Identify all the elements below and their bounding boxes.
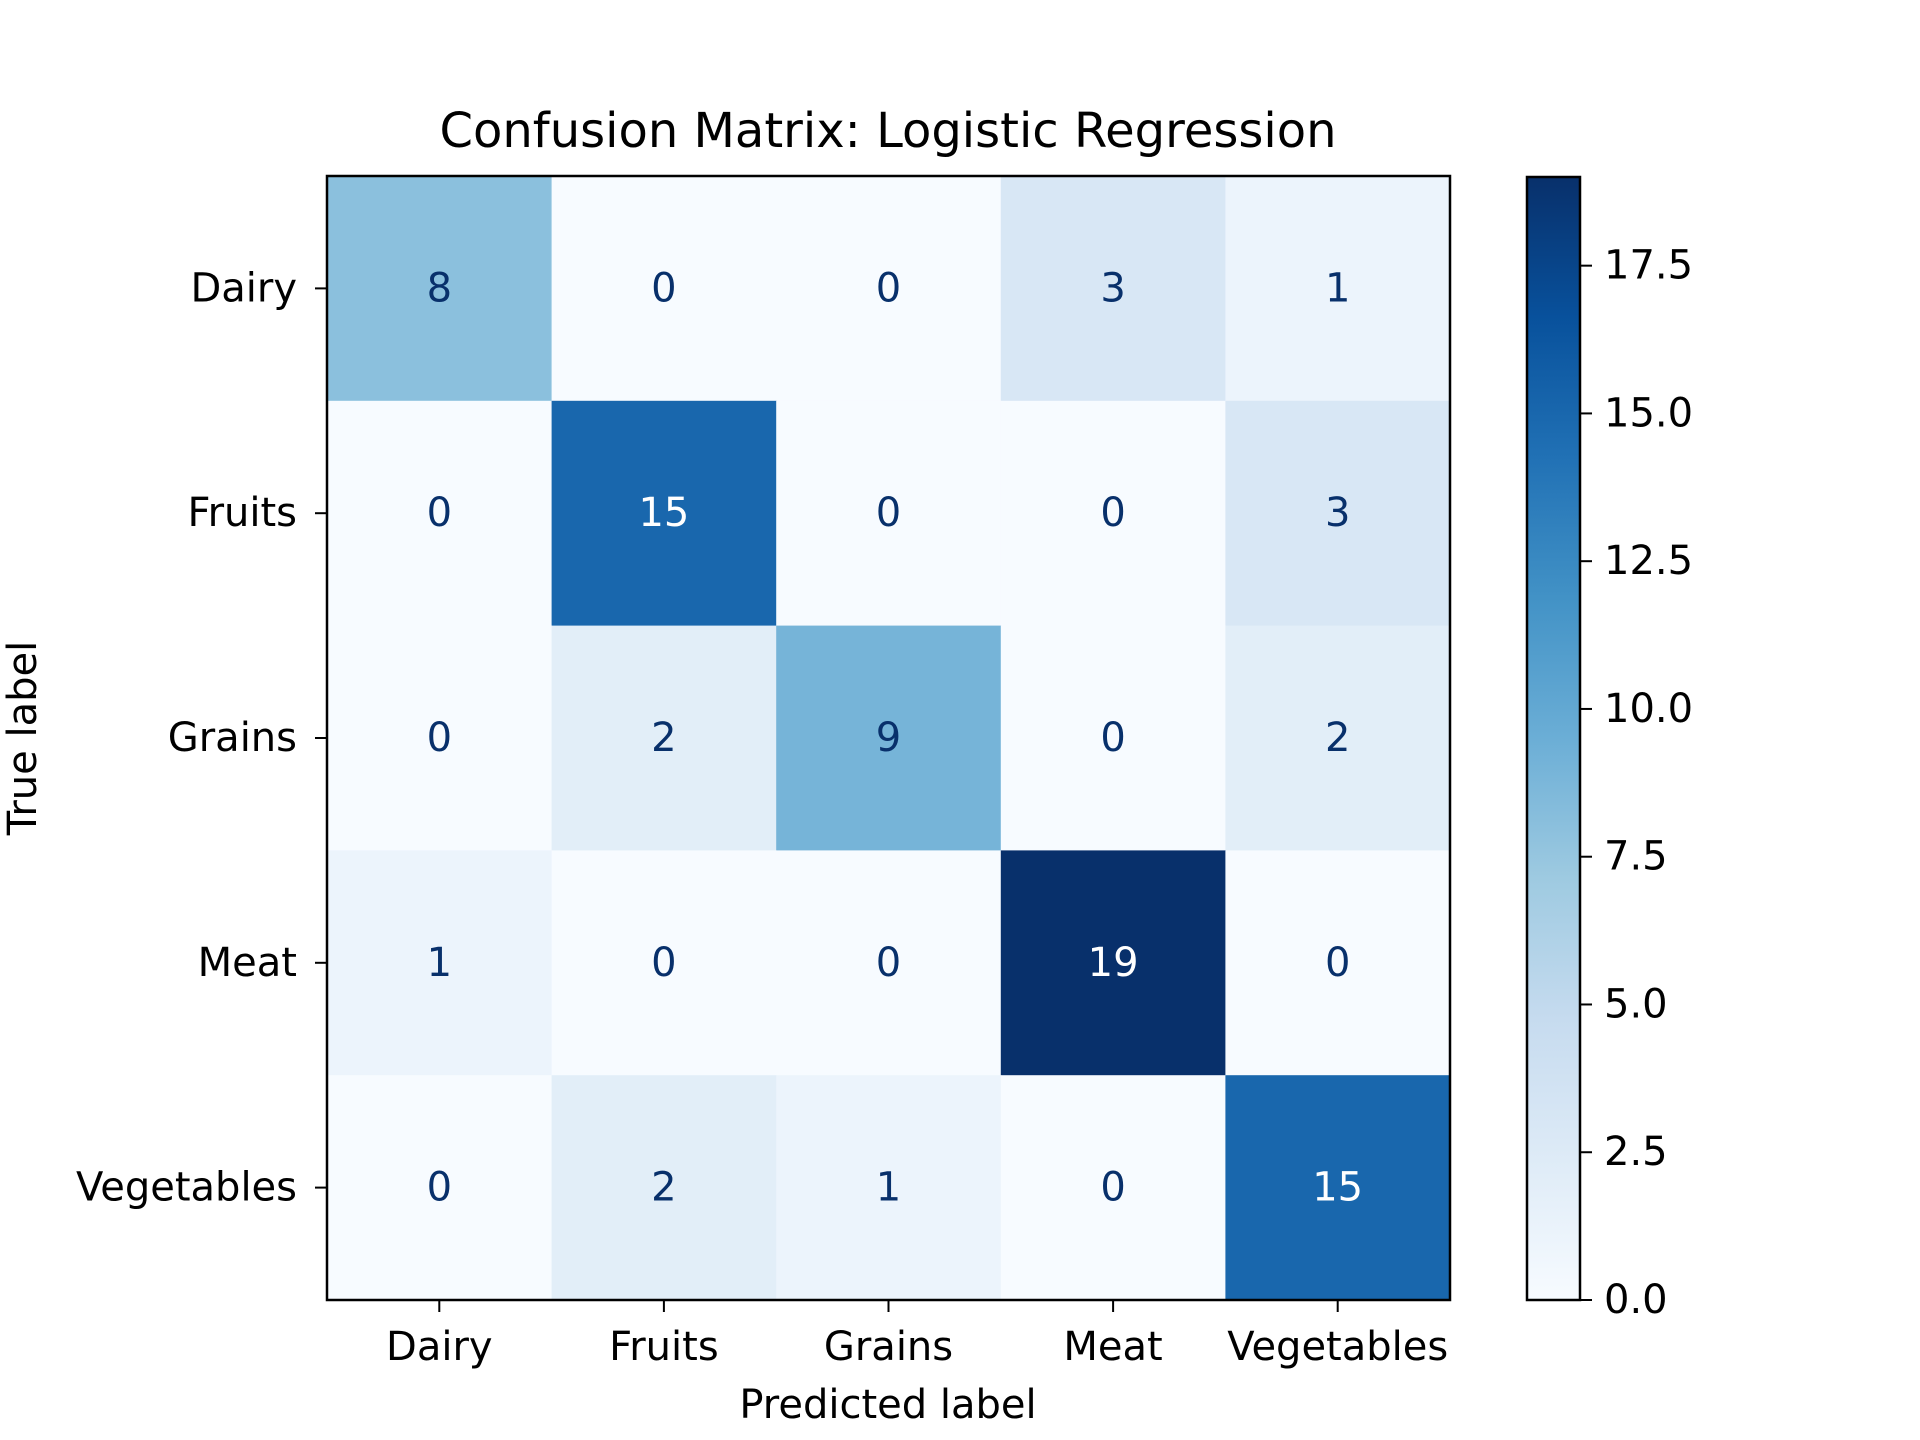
matrix-cell [776, 400, 1002, 627]
matrix-cell [1225, 625, 1451, 851]
matrix-cell [551, 625, 777, 851]
cell-value-label: 2 [651, 1165, 676, 1211]
y-tick-label: Meat [198, 940, 297, 986]
colorbar-gradient [1527, 177, 1580, 1300]
cell-value-label: 19 [1088, 940, 1139, 986]
matrix-cell [327, 176, 553, 402]
cell-value-label: 3 [1100, 265, 1125, 311]
x-axis-label: Predicted label [739, 1382, 1036, 1428]
y-axis-ticks: Dairy Fruits Grains Meat Vegetables [76, 265, 327, 1211]
cell-value-label: 0 [651, 940, 676, 986]
matrix-cell [776, 176, 1002, 402]
colorbar-tick-label: 15.0 [1604, 390, 1693, 436]
cell-value-label: 0 [427, 1165, 452, 1211]
cell-value-label: 15 [1312, 1165, 1363, 1211]
cell-value-label: 8 [427, 265, 452, 311]
matrix-cell [551, 400, 777, 627]
colorbar-tick-label: 7.5 [1604, 834, 1668, 880]
cell-value-label: 0 [427, 715, 452, 761]
matrix-cell [551, 176, 777, 402]
matrix-cell [551, 850, 777, 1076]
y-tick-label: Fruits [187, 490, 297, 536]
matrix-cell [1000, 176, 1226, 402]
cell-value-label: 1 [876, 1165, 901, 1211]
chart-title: Confusion Matrix: Logistic Regression [440, 103, 1337, 159]
matrix-cell [1225, 400, 1451, 627]
matrix-cell [1225, 176, 1451, 402]
cell-value-label: 0 [1325, 940, 1350, 986]
cell-value-label: 9 [876, 715, 901, 761]
colorbar-tick-label: 0.0 [1604, 1277, 1668, 1323]
cell-value-label: 3 [1325, 490, 1350, 536]
cell-value-label: 15 [638, 490, 689, 536]
cell-value-label: 0 [1100, 1165, 1125, 1211]
cell-value-label: 0 [1100, 715, 1125, 761]
matrix-cell [776, 850, 1002, 1076]
cell-value-label: 0 [427, 490, 452, 536]
cell-value-label: 0 [651, 265, 676, 311]
cell-value-label: 1 [1325, 265, 1350, 311]
matrix-cell [327, 1075, 553, 1301]
y-axis-label: True label [0, 641, 46, 836]
x-tick-label: Meat [1063, 1324, 1162, 1370]
matrix-cell [1000, 850, 1226, 1076]
colorbar-tick-label: 12.5 [1604, 538, 1693, 584]
cell-value-label: 0 [1100, 490, 1125, 536]
x-tick-label: Grains [824, 1324, 953, 1370]
colorbar-tick-label: 10.0 [1604, 686, 1693, 732]
cell-value-label: 2 [1325, 715, 1350, 761]
x-tick-label: Dairy [386, 1324, 493, 1370]
matrix-cells [327, 176, 1451, 1301]
matrix-cell [776, 625, 1002, 851]
colorbar-tick-label: 17.5 [1604, 243, 1693, 289]
matrix-cell [1000, 1075, 1226, 1301]
colorbar-frame [1525, 175, 1582, 1302]
cell-value-label: 1 [427, 940, 452, 986]
matrix-cell [1000, 625, 1226, 851]
matrix-cell [1225, 850, 1451, 1076]
y-tick-label: Dairy [190, 265, 297, 311]
matrix-cell [327, 625, 553, 851]
cell-value-label: 0 [876, 265, 901, 311]
matrix-cell [551, 1075, 777, 1301]
y-tick-label: Vegetables [76, 1165, 297, 1211]
x-tick-label: Fruits [609, 1324, 719, 1370]
x-tick-label: Vegetables [1227, 1324, 1448, 1370]
matrix-cell [1000, 400, 1226, 627]
matrix-cell [1225, 1075, 1451, 1301]
cell-value-label: 2 [651, 715, 676, 761]
cell-value-label: 0 [876, 940, 901, 986]
matrix-cell [327, 400, 553, 627]
cell-value-label: 0 [876, 490, 901, 536]
y-tick-label: Grains [168, 715, 297, 761]
matrix-cell-values: 8 0 0 3 1 0 15 0 0 3 0 2 9 0 2 1 0 0 19 0 0 2 1 0 15 [427, 265, 1364, 1210]
colorbar-tick-label: 5.0 [1604, 981, 1668, 1027]
x-axis-ticks: Dairy Fruits Grains Meat Vegetables [386, 1300, 1448, 1370]
matrix-cell [776, 1075, 1002, 1301]
matrix-cell [327, 850, 553, 1076]
colorbar: 0.0 2.5 5.0 7.5 10.0 12.5 15.0 17.5 [1525, 175, 1693, 1323]
colorbar-tick-label: 2.5 [1604, 1129, 1668, 1175]
